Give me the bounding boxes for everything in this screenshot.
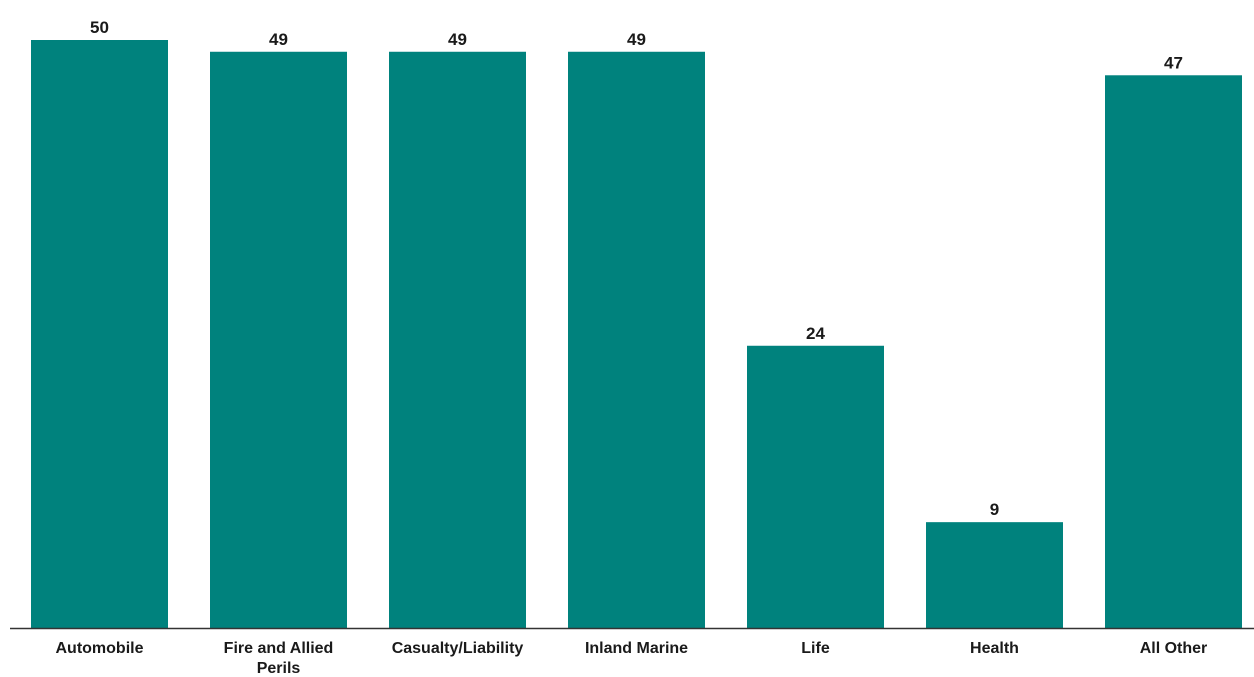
category-label: Automobile [56,640,144,657]
bar [31,40,168,628]
bar-value-label: 49 [269,30,288,49]
category-label-line: Inland Marine [585,640,688,657]
bar-value-label: 9 [990,500,999,519]
category-label-line: All Other [1140,640,1208,657]
bar [1105,75,1242,628]
bar-value-label: 49 [627,30,646,49]
bar [747,345,884,628]
bar-value-label: 47 [1164,53,1183,72]
category-label-line: Automobile [56,640,144,657]
category-label-line: Casualty/Liability [392,640,524,657]
category-label-line: Life [801,640,830,657]
category-labels-group: Automobile Fire and Allied Perils Casualty/… [56,640,1208,677]
category-label-line: Perils [257,660,301,677]
category-label: All Other [1140,640,1208,657]
bar [210,51,347,628]
category-label: Life [801,640,830,657]
bar [568,51,705,628]
bar [926,522,1063,628]
category-label-line: Health [970,640,1019,657]
category-label: Casualty/Liability [392,640,524,657]
category-label: Health [970,640,1019,657]
category-label-line: Fire and Allied [224,640,334,657]
bar-value-label: 50 [90,18,109,37]
category-label: Inland Marine [585,640,688,657]
bars-group [31,40,1242,628]
bar-value-label: 49 [448,30,467,49]
bar [389,51,526,628]
category-label: Fire and Allied Perils [224,640,334,677]
bar-value-label: 24 [806,324,825,343]
value-labels-group: 50 49 49 49 24 9 47 [90,18,1183,519]
